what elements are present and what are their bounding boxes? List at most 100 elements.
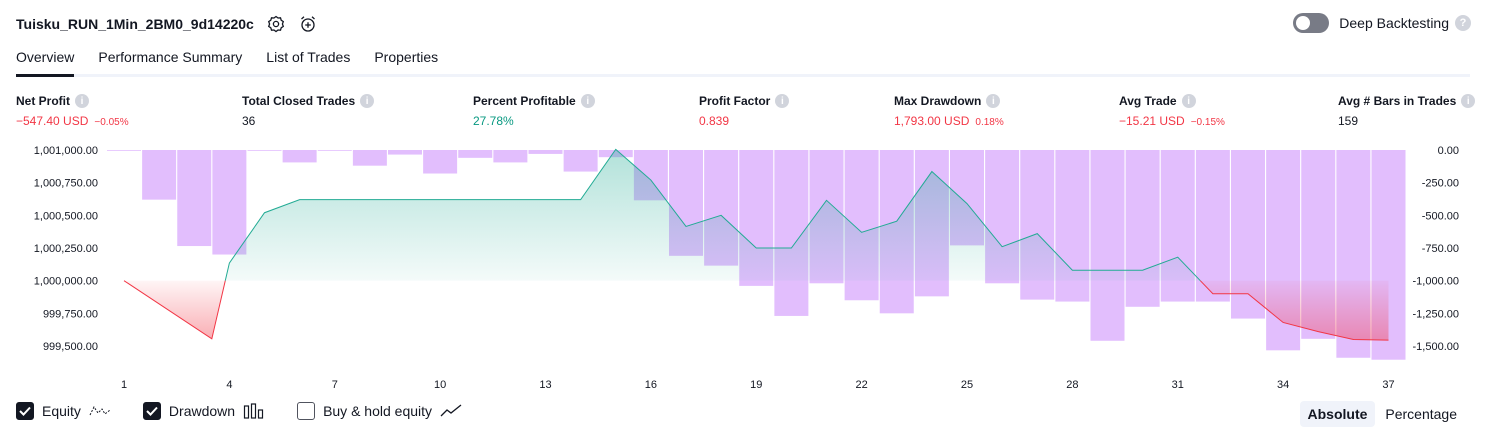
drawdown-bar [212, 150, 247, 255]
x-axis-tick-label: 37 [1382, 379, 1394, 391]
equity-loss-area [1200, 280, 1389, 341]
strategy-title-row: Tuisku_RUN_1Min_2BM0_9d14220c [16, 10, 318, 38]
metric-label: Profit Factor [699, 94, 771, 108]
metric-percent: −0.15% [1190, 117, 1225, 128]
tab-overview[interactable]: Overview [16, 44, 75, 77]
equity-line-profit [224, 148, 1201, 282]
tab-properties[interactable]: Properties [374, 49, 439, 65]
percentage-button[interactable]: Percentage [1385, 406, 1457, 422]
help-icon[interactable]: ? [1455, 15, 1471, 31]
metric-label: Percent Profitable [473, 94, 576, 108]
deep-backtesting-label: Deep Backtesting [1339, 15, 1449, 31]
right-axis-tick-label: -500.00 [1422, 210, 1459, 222]
drawdown-bars-icon [243, 403, 265, 419]
x-axis-tick-label: 31 [1172, 379, 1184, 391]
metric-avg-bars-in-trades: Avg # Bars in Trades i 159 [1338, 93, 1476, 128]
left-axis-tick-label: 1,000,250.00 [34, 243, 98, 255]
equity-wave-icon [89, 404, 111, 418]
drawdown-bar [1125, 150, 1160, 307]
deep-backtesting-toggle[interactable] [1293, 13, 1330, 33]
buy-hold-label: Buy & hold equity [323, 403, 433, 419]
metric-avg-trade: Avg Trade i −15.21 USD −0.15% [1119, 93, 1225, 128]
metric-label: Net Profit [16, 94, 70, 108]
x-axis-tick-label: 28 [1066, 379, 1078, 391]
info-icon[interactable]: i [360, 94, 375, 108]
metric-value: 0.839 [699, 114, 730, 128]
left-axis-tick-label: 1,000,500.00 [34, 210, 98, 222]
drawdown-bar [388, 150, 422, 155]
equity-drawdown-chart[interactable]: 1,001,000.00 1,000,750.00 1,000,500.00 1,00… [0, 140, 1486, 402]
deep-backtesting-control: Deep Backtesting ? [1293, 13, 1471, 33]
legend-equity[interactable]: Equity [16, 402, 111, 420]
x-axis-tick-label: 22 [856, 379, 868, 391]
buy-hold-line-icon [440, 404, 462, 418]
metric-profit-factor: Profit Factor i 0.839 [699, 93, 790, 128]
equity-profit-area [225, 149, 1201, 281]
buy-hold-checkbox[interactable] [297, 402, 316, 420]
equity-label: Equity [42, 403, 81, 419]
tab-performance-summary[interactable]: Performance Summary [98, 49, 243, 65]
x-axis-tick-label: 13 [539, 379, 551, 391]
metric-label: Total Closed Trades [242, 94, 356, 108]
drawdown-checkbox[interactable] [142, 402, 161, 420]
drawdown-bar [423, 150, 458, 174]
drawdown-bar [107, 150, 141, 151]
info-icon[interactable]: i [1461, 94, 1476, 108]
right-axis-tick-label: -1,000.00 [1413, 276, 1459, 288]
metric-max-drawdown: Max Drawdown i 1,793.00 USD 0.18% [894, 93, 1004, 128]
tab-bar: Overview Performance Summary List of Tra… [16, 44, 1470, 77]
x-axis-tick-label: 19 [750, 379, 762, 391]
metric-percent: −0.05% [94, 117, 129, 128]
metric-label: Avg # Bars in Trades [1338, 94, 1457, 108]
info-icon[interactable]: i [986, 94, 1001, 108]
toggle-knob [1296, 16, 1311, 30]
right-axis-tick-label: -750.00 [1422, 243, 1459, 255]
metric-percent-profitable: Percent Profitable i 27.78% [473, 93, 595, 128]
drawdown-bar [177, 150, 212, 247]
drawdown-bar [1195, 150, 1230, 302]
tab-list-of-trades[interactable]: List of Trades [266, 49, 351, 65]
right-axis-tick-label: -1,500.00 [1413, 341, 1459, 353]
x-axis-tick-label: 4 [226, 379, 232, 391]
info-icon[interactable]: i [775, 94, 790, 108]
equity-line-loss [123, 280, 226, 340]
metric-net-profit: Net Profit i −547.40 USD −0.05% [16, 93, 129, 128]
drawdown-label: Drawdown [168, 403, 236, 419]
x-axis-tick-label: 25 [961, 379, 973, 391]
left-axis-tick-label: 1,001,000.00 [34, 145, 98, 157]
drawdown-bar [247, 150, 282, 151]
info-icon[interactable]: i [75, 94, 89, 108]
x-axis-tick-label: 34 [1277, 379, 1289, 391]
metric-value: −15.21 USD [1119, 114, 1185, 128]
drawdown-bar [317, 150, 352, 151]
drawdown-bar [282, 150, 317, 163]
right-axis-tick-label: -1,250.00 [1413, 308, 1459, 320]
settings-icon[interactable] [266, 14, 286, 34]
metric-total-closed-trades: Total Closed Trades i 36 [242, 93, 375, 128]
x-axis-tick-label: 10 [434, 379, 446, 391]
metric-value: 27.78% [473, 114, 514, 128]
metric-percent: 0.18% [975, 117, 1004, 128]
equity-line-loss [1199, 280, 1389, 341]
legend-drawdown[interactable]: Drawdown [142, 402, 265, 420]
drawdown-bar [458, 150, 493, 158]
info-icon[interactable]: i [1181, 94, 1196, 108]
info-icon[interactable]: i [580, 94, 595, 108]
strategy-name: Tuisku_RUN_1Min_2BM0_9d14220c [16, 16, 254, 32]
right-axis-tick-label: -250.00 [1422, 178, 1459, 190]
equity-loss-area [124, 280, 226, 339]
equity-checkbox[interactable] [16, 402, 34, 420]
metric-value: 159 [1338, 114, 1359, 128]
metric-value: 36 [242, 114, 256, 128]
legend-buy-hold-equity[interactable]: Buy & hold equity [297, 402, 462, 420]
right-axis-tick-label: 0.00 [1438, 145, 1459, 157]
drawdown-bar [142, 150, 177, 200]
drawdown-bar [352, 150, 387, 166]
left-axis-tick-label: 1,000,000.00 [34, 276, 98, 288]
drawdown-bar [528, 150, 563, 154]
left-axis-tick-label: 999,750.00 [43, 308, 98, 320]
value-mode-toggle: Absolute Percentage [1298, 401, 1466, 427]
add-alert-icon[interactable] [298, 14, 318, 34]
metric-value: 1,793.00 USD [894, 114, 970, 128]
absolute-button[interactable]: Absolute [1299, 401, 1376, 427]
